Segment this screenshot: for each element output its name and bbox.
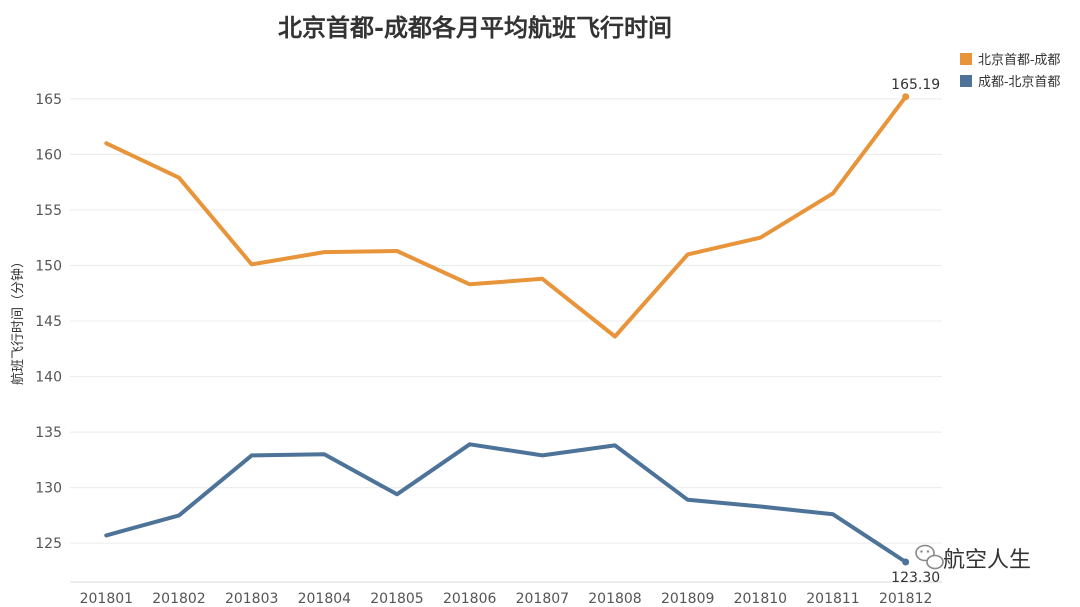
y-tick-label: 140 (35, 370, 62, 386)
y-axis-title: 航班飞行时间（分钟） (10, 255, 26, 385)
watermark-text: 航空人生 (943, 548, 1031, 573)
x-tick-label: 201810 (734, 591, 787, 607)
chart-title: 北京首都-成都各月平均航班飞行时间 (278, 13, 672, 42)
y-tick-label: 130 (35, 481, 62, 497)
series-end-point (902, 93, 910, 101)
series-1: 165.19 (104, 77, 940, 339)
x-tick-label: 201803 (225, 591, 278, 607)
series-2: 123.30 (104, 442, 940, 586)
data-label: 165.19 (891, 77, 940, 93)
y-tick-label: 150 (35, 258, 62, 274)
grid-lines (70, 98, 942, 544)
x-tick-label: 201809 (661, 591, 714, 607)
y-tick-label: 160 (35, 147, 62, 163)
legend-swatch (960, 75, 972, 87)
series-layer: 165.19 123.30 (104, 77, 940, 586)
legend-item: 成都-北京首都 (960, 75, 1060, 90)
y-tick-label: 125 (35, 536, 62, 552)
x-tick-label: 201802 (152, 591, 205, 607)
y-tick-label: 165 (35, 92, 62, 108)
legend-label: 成都-北京首都 (978, 75, 1060, 90)
x-tick-label: 201805 (370, 591, 423, 607)
x-tick-label: 201808 (588, 591, 641, 607)
watermark: 航空人生 (915, 544, 1031, 573)
y-axis: 125 130 135 140 145 150 155 160 165 (35, 92, 62, 552)
series-line (104, 94, 908, 339)
x-tick-label: 201801 (80, 591, 133, 607)
x-axis: 201801 201802 201803 201804 201805 201806 2018… (70, 581, 942, 607)
x-tick-label: 201811 (806, 591, 859, 607)
x-tick-label: 201804 (298, 591, 352, 607)
legend-label: 北京首都-成都 (978, 53, 1060, 68)
wechat-icon (915, 544, 944, 570)
y-tick-label: 145 (35, 314, 62, 330)
x-tick-label: 201806 (443, 591, 497, 607)
data-label: 123.30 (891, 570, 940, 586)
legend-item: 北京首都-成都 (960, 53, 1060, 68)
series-end-point (902, 558, 910, 566)
series-line (104, 442, 908, 564)
y-tick-label: 135 (35, 425, 62, 441)
y-tick-label: 155 (35, 203, 62, 219)
legend-swatch (960, 53, 972, 65)
x-tick-label: 201812 (879, 591, 932, 607)
x-tick-label: 201807 (516, 591, 569, 607)
